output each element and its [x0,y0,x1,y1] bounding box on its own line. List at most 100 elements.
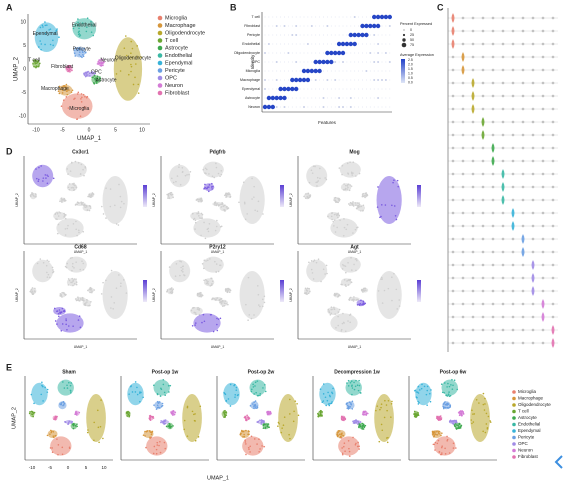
cell-point [76,234,78,237]
cell-point [67,422,70,424]
cell-point [89,207,92,209]
cell-point [351,204,353,206]
cell-point [159,451,162,454]
dot [381,34,383,36]
cell-point [306,196,309,199]
cell-point [207,230,210,233]
cell-point [78,231,80,234]
cell-point [386,409,388,412]
cell-point [161,402,164,405]
cell-point [288,433,290,436]
cluster-area [32,164,54,188]
cluster-area [34,22,59,53]
cell-point [216,219,218,222]
cluster-area [376,271,402,319]
violin [511,185,515,189]
dot [354,52,356,54]
cell-point [457,424,459,427]
dot [313,59,318,65]
dot [342,70,344,72]
cell-point [228,192,230,194]
violin [461,146,465,150]
dot [319,79,320,81]
legend-label: Pericyte [518,435,535,440]
cell-point [262,427,265,429]
cell-point [478,402,480,404]
cell-point [253,407,255,409]
cell-point [60,197,63,199]
dot [299,61,301,63]
dot [270,104,275,110]
cell-point [257,394,260,397]
cell-point [430,389,432,391]
cell-point [434,441,437,444]
cell-point [360,299,362,302]
cell-point [91,290,93,293]
violin [481,315,485,319]
cell-point [195,313,197,316]
cell-point [363,413,366,416]
cell-point [178,166,180,169]
dot [352,41,357,47]
cluster-area [239,271,265,319]
cell-point [32,415,34,418]
dot [307,97,309,99]
cell-point [84,204,86,207]
dot [288,79,289,81]
dot [307,25,309,27]
violin [531,250,535,254]
cell-point [46,24,48,26]
cell-point [201,321,203,324]
cell-point [222,305,224,307]
violin [481,159,485,163]
cluster-annotation: Endothelial [72,22,97,28]
violin [521,133,525,137]
dot [299,52,301,54]
cell-point [201,213,204,216]
cell-point [258,450,260,453]
cell-point [380,278,382,281]
violin [511,133,515,137]
cell-point [327,403,330,405]
cell-point [426,404,428,406]
cell-point [163,391,166,394]
cell-point [79,173,82,175]
cell-point [83,73,86,75]
cell-point [224,210,226,212]
cell-point [56,211,58,214]
cell-point [220,259,223,262]
dot [315,88,317,90]
violin [541,328,545,332]
x-tick-label: 10 [139,127,145,133]
cell-point [42,400,44,402]
cell-point [200,217,202,220]
nav-arrow[interactable] [554,455,563,469]
row-label: T cell [251,15,260,19]
cell-point [459,414,461,416]
dot [276,88,278,90]
panel-label: A [6,2,13,12]
cell-point [331,212,333,215]
cell-point [333,213,336,216]
violin [481,107,485,111]
cell-point [438,450,441,453]
cell-point [41,381,43,384]
violin [521,120,525,124]
cell-point [381,302,384,304]
cell-point [204,187,207,189]
cell-point [68,446,71,449]
cell-point [29,194,32,197]
dot [264,97,266,99]
cell-point [70,66,73,69]
legend-swatch [512,396,516,401]
cell-point [120,200,123,203]
violin [511,341,515,345]
cell-point [337,198,340,201]
cell-point [391,204,393,207]
cell-point [241,430,243,433]
cell-point [100,65,102,67]
cell-point [333,219,336,222]
legend-label: OPC [518,441,529,446]
cell-point [160,420,162,422]
cell-point [59,311,61,313]
